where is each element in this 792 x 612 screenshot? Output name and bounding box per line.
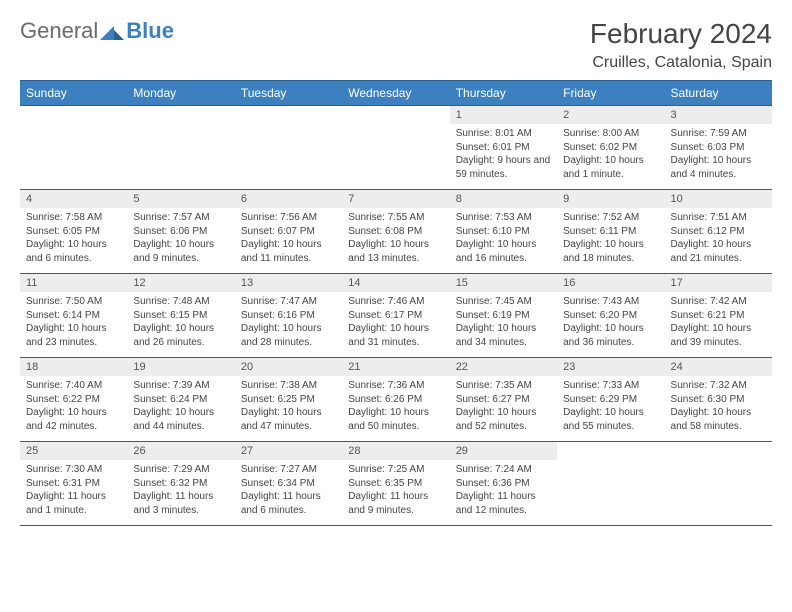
day-number-cell: 28 bbox=[342, 442, 449, 461]
day-detail-cell: Sunrise: 7:50 AMSunset: 6:14 PMDaylight:… bbox=[20, 292, 127, 358]
title-block: February 2024 Cruilles, Catalonia, Spain bbox=[590, 18, 772, 72]
day-detail-row: Sunrise: 7:58 AMSunset: 6:05 PMDaylight:… bbox=[20, 208, 772, 274]
day-number-row: 123 bbox=[20, 106, 772, 125]
dow-row: Sunday Monday Tuesday Wednesday Thursday… bbox=[20, 81, 772, 106]
day-number-cell bbox=[665, 442, 772, 461]
day-detail-cell: Sunrise: 7:58 AMSunset: 6:05 PMDaylight:… bbox=[20, 208, 127, 274]
day-detail-cell: Sunrise: 7:38 AMSunset: 6:25 PMDaylight:… bbox=[235, 376, 342, 442]
day-number-cell: 19 bbox=[127, 358, 234, 377]
day-detail-cell: Sunrise: 7:56 AMSunset: 6:07 PMDaylight:… bbox=[235, 208, 342, 274]
day-detail-row: Sunrise: 7:50 AMSunset: 6:14 PMDaylight:… bbox=[20, 292, 772, 358]
day-number-cell: 4 bbox=[20, 190, 127, 209]
month-title: February 2024 bbox=[590, 18, 772, 50]
day-detail-row: Sunrise: 8:01 AMSunset: 6:01 PMDaylight:… bbox=[20, 124, 772, 190]
day-number-cell bbox=[235, 106, 342, 125]
day-number-row: 18192021222324 bbox=[20, 358, 772, 377]
day-number-cell: 8 bbox=[450, 190, 557, 209]
day-number-cell: 10 bbox=[665, 190, 772, 209]
day-detail-cell: Sunrise: 7:59 AMSunset: 6:03 PMDaylight:… bbox=[665, 124, 772, 190]
day-number-cell: 29 bbox=[450, 442, 557, 461]
day-number-cell: 6 bbox=[235, 190, 342, 209]
day-number-cell: 27 bbox=[235, 442, 342, 461]
day-number-cell: 7 bbox=[342, 190, 449, 209]
day-detail-row: Sunrise: 7:40 AMSunset: 6:22 PMDaylight:… bbox=[20, 376, 772, 442]
day-number-cell bbox=[127, 106, 234, 125]
day-detail-cell bbox=[20, 124, 127, 190]
day-detail-cell: Sunrise: 8:01 AMSunset: 6:01 PMDaylight:… bbox=[450, 124, 557, 190]
day-number-cell: 14 bbox=[342, 274, 449, 293]
day-number-row: 45678910 bbox=[20, 190, 772, 209]
day-detail-cell: Sunrise: 7:39 AMSunset: 6:24 PMDaylight:… bbox=[127, 376, 234, 442]
dow-saturday: Saturday bbox=[665, 81, 772, 106]
day-detail-cell: Sunrise: 7:43 AMSunset: 6:20 PMDaylight:… bbox=[557, 292, 664, 358]
day-number-cell: 15 bbox=[450, 274, 557, 293]
day-detail-cell bbox=[665, 460, 772, 525]
dow-tuesday: Tuesday bbox=[235, 81, 342, 106]
day-number-cell: 1 bbox=[450, 106, 557, 125]
day-number-cell bbox=[557, 442, 664, 461]
dow-friday: Friday bbox=[557, 81, 664, 106]
day-number-cell: 11 bbox=[20, 274, 127, 293]
day-number-cell: 12 bbox=[127, 274, 234, 293]
dow-thursday: Thursday bbox=[450, 81, 557, 106]
day-number-cell: 25 bbox=[20, 442, 127, 461]
day-detail-cell: Sunrise: 7:32 AMSunset: 6:30 PMDaylight:… bbox=[665, 376, 772, 442]
day-detail-cell: Sunrise: 7:48 AMSunset: 6:15 PMDaylight:… bbox=[127, 292, 234, 358]
day-detail-cell: Sunrise: 7:29 AMSunset: 6:32 PMDaylight:… bbox=[127, 460, 234, 525]
day-detail-cell: Sunrise: 7:47 AMSunset: 6:16 PMDaylight:… bbox=[235, 292, 342, 358]
day-number-cell: 13 bbox=[235, 274, 342, 293]
header: General Blue February 2024 Cruilles, Cat… bbox=[20, 18, 772, 72]
day-detail-cell: Sunrise: 7:42 AMSunset: 6:21 PMDaylight:… bbox=[665, 292, 772, 358]
day-detail-cell bbox=[235, 124, 342, 190]
day-detail-cell: Sunrise: 7:33 AMSunset: 6:29 PMDaylight:… bbox=[557, 376, 664, 442]
day-detail-cell bbox=[557, 460, 664, 525]
day-number-cell bbox=[342, 106, 449, 125]
day-detail-cell: Sunrise: 7:30 AMSunset: 6:31 PMDaylight:… bbox=[20, 460, 127, 525]
day-detail-cell bbox=[127, 124, 234, 190]
calendar-table: Sunday Monday Tuesday Wednesday Thursday… bbox=[20, 80, 772, 525]
day-number-row: 11121314151617 bbox=[20, 274, 772, 293]
day-number-cell: 24 bbox=[665, 358, 772, 377]
day-number-cell: 20 bbox=[235, 358, 342, 377]
day-detail-cell: Sunrise: 7:53 AMSunset: 6:10 PMDaylight:… bbox=[450, 208, 557, 274]
dow-sunday: Sunday bbox=[20, 81, 127, 106]
day-detail-cell: Sunrise: 7:35 AMSunset: 6:27 PMDaylight:… bbox=[450, 376, 557, 442]
dow-wednesday: Wednesday bbox=[342, 81, 449, 106]
dow-monday: Monday bbox=[127, 81, 234, 106]
day-detail-cell: Sunrise: 7:46 AMSunset: 6:17 PMDaylight:… bbox=[342, 292, 449, 358]
day-number-cell: 9 bbox=[557, 190, 664, 209]
day-detail-cell: Sunrise: 8:00 AMSunset: 6:02 PMDaylight:… bbox=[557, 124, 664, 190]
day-number-cell: 26 bbox=[127, 442, 234, 461]
day-number-cell: 21 bbox=[342, 358, 449, 377]
day-number-cell: 18 bbox=[20, 358, 127, 377]
brand-name-1: General bbox=[20, 18, 98, 44]
day-detail-cell: Sunrise: 7:51 AMSunset: 6:12 PMDaylight:… bbox=[665, 208, 772, 274]
day-detail-cell: Sunrise: 7:24 AMSunset: 6:36 PMDaylight:… bbox=[450, 460, 557, 525]
day-detail-cell: Sunrise: 7:40 AMSunset: 6:22 PMDaylight:… bbox=[20, 376, 127, 442]
day-detail-cell: Sunrise: 7:27 AMSunset: 6:34 PMDaylight:… bbox=[235, 460, 342, 525]
day-detail-cell: Sunrise: 7:45 AMSunset: 6:19 PMDaylight:… bbox=[450, 292, 557, 358]
day-number-row: 2526272829 bbox=[20, 442, 772, 461]
day-detail-cell: Sunrise: 7:57 AMSunset: 6:06 PMDaylight:… bbox=[127, 208, 234, 274]
brand-name-2: Blue bbox=[126, 18, 174, 44]
triangle-icon bbox=[100, 22, 124, 40]
day-number-cell bbox=[20, 106, 127, 125]
bottom-rule bbox=[20, 525, 772, 526]
day-number-cell: 23 bbox=[557, 358, 664, 377]
day-number-cell: 3 bbox=[665, 106, 772, 125]
day-number-cell: 2 bbox=[557, 106, 664, 125]
day-detail-cell bbox=[342, 124, 449, 190]
day-number-cell: 22 bbox=[450, 358, 557, 377]
day-detail-cell: Sunrise: 7:52 AMSunset: 6:11 PMDaylight:… bbox=[557, 208, 664, 274]
day-number-cell: 17 bbox=[665, 274, 772, 293]
day-detail-row: Sunrise: 7:30 AMSunset: 6:31 PMDaylight:… bbox=[20, 460, 772, 525]
day-detail-cell: Sunrise: 7:55 AMSunset: 6:08 PMDaylight:… bbox=[342, 208, 449, 274]
day-number-cell: 16 bbox=[557, 274, 664, 293]
day-detail-cell: Sunrise: 7:36 AMSunset: 6:26 PMDaylight:… bbox=[342, 376, 449, 442]
location: Cruilles, Catalonia, Spain bbox=[590, 54, 772, 72]
brand-logo: General Blue bbox=[20, 18, 174, 44]
day-detail-cell: Sunrise: 7:25 AMSunset: 6:35 PMDaylight:… bbox=[342, 460, 449, 525]
day-number-cell: 5 bbox=[127, 190, 234, 209]
